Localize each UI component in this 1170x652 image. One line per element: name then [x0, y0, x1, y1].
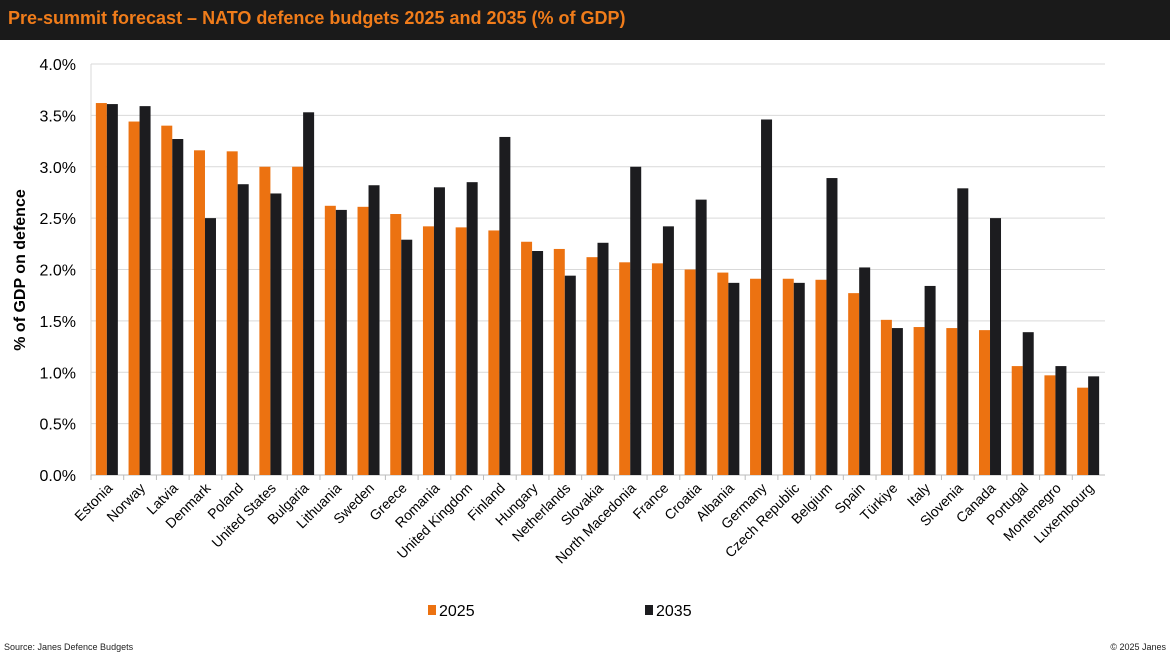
bar-2025-canada: [979, 330, 991, 475]
y-tick-label: 0.5%: [40, 417, 76, 434]
bar-2035-poland: [237, 184, 249, 475]
legend-swatch-2035: [645, 605, 653, 615]
y-tick-label: 1.5%: [40, 314, 76, 331]
y-tick-label: 1.0%: [40, 365, 76, 382]
bar-2025-north-macedonia: [619, 262, 631, 475]
bar-2035-sweden: [368, 185, 380, 475]
bar-2035-norway: [139, 106, 151, 475]
bar-2035-spain: [859, 267, 871, 475]
bar-2035-latvia: [172, 139, 184, 475]
y-tick-labels: 0.0% 0.5% 1.0% 1.5% 2.0% 2.5% 3.0% 3.5% 4.0%: [40, 57, 76, 485]
bar-2025-latvia: [161, 125, 173, 476]
y-tick-label: 2.5%: [40, 211, 76, 228]
bar-2035-france: [662, 226, 674, 475]
bar-2025-portugal: [1011, 366, 1023, 475]
bar-2025-spain: [848, 293, 860, 475]
bar-2025-united-states: [259, 166, 271, 475]
bar-2025-hungary: [521, 241, 533, 475]
bar-2035-greece: [401, 239, 413, 475]
bar-2035-montenegro: [1055, 366, 1067, 475]
bar-2035-luxembourg: [1088, 376, 1100, 475]
bar-2025-united-kingdom: [455, 227, 467, 475]
y-tick-label: 2.0%: [40, 263, 76, 280]
bar-2035-belgium: [826, 178, 838, 476]
bar-2035-czech-republic: [793, 282, 805, 475]
bar-2025-croatia: [684, 269, 696, 475]
bar-2035-lithuania: [335, 209, 347, 475]
bar-2025-bulgaria: [292, 166, 304, 475]
bar-2025-türkiye: [880, 319, 892, 475]
bar-2025-france: [651, 263, 663, 475]
y-tick-label: 3.5%: [40, 108, 76, 125]
legend-label-2035: 2035: [656, 603, 692, 620]
bar-2025-estonia: [95, 103, 107, 476]
bar-2025-norway: [128, 121, 140, 475]
bar-2035-romania: [433, 187, 445, 476]
bar-2035-albania: [728, 282, 740, 475]
bar-2025-italy: [913, 327, 925, 475]
legend-swatch-2025: [428, 605, 436, 615]
bar-2025-poland: [226, 151, 238, 475]
bar-2025-czech-republic: [782, 278, 794, 475]
bar-2035-slovenia: [957, 188, 969, 475]
bar-2025-greece: [390, 214, 402, 475]
bar-2025-sweden: [357, 206, 369, 475]
bar-2035-netherlands: [564, 275, 576, 475]
bar-2035-denmark: [204, 218, 216, 475]
bar-2025-romania: [422, 226, 434, 475]
bar-2025-belgium: [815, 279, 827, 475]
bar-2025-albania: [717, 272, 729, 475]
legend-label-2025: 2025: [439, 603, 475, 620]
bar-2035-italy: [924, 285, 936, 475]
bar-2025-lithuania: [324, 205, 336, 476]
source-note: Source: Janes Defence Budgets: [4, 642, 134, 652]
bar-2035-estonia: [106, 104, 118, 475]
bar-2035-hungary: [532, 251, 544, 475]
bar-2035-bulgaria: [303, 112, 315, 475]
y-tick-label: 4.0%: [40, 57, 76, 74]
legend: 2025 2035: [428, 603, 692, 620]
bar-2035-canada: [990, 218, 1002, 475]
bar-2025-denmark: [193, 150, 205, 475]
y-axis-label: % of GDP on defence: [12, 189, 29, 351]
bar-2035-germany: [761, 119, 773, 476]
bar-2035-portugal: [1022, 332, 1034, 475]
bar-2035-türkiye: [891, 328, 903, 475]
bar-2025-slovenia: [946, 328, 958, 475]
bar-2025-luxembourg: [1077, 387, 1089, 475]
bar-2035-united-states: [270, 193, 282, 475]
bar-2035-slovakia: [597, 242, 609, 475]
bar-2025-germany: [750, 278, 762, 475]
chart-title: Pre-summit forecast – NATO defence budge…: [8, 8, 626, 28]
bar-2025-netherlands: [553, 248, 565, 475]
y-tick-label: 3.0%: [40, 160, 76, 177]
x-tick-label: Türkiye: [857, 480, 901, 524]
bar-2025-finland: [488, 230, 500, 475]
bar-2035-croatia: [695, 199, 707, 475]
bar-2025-slovakia: [586, 257, 598, 475]
bar-2035-finland: [499, 136, 511, 475]
bar-2035-north-macedonia: [630, 166, 642, 475]
bar-2025-montenegro: [1044, 375, 1056, 475]
bars: [95, 103, 1100, 476]
y-tick-label: 0.0%: [40, 468, 76, 485]
copyright: © 2025 Janes: [1110, 642, 1166, 652]
bar-2035-united-kingdom: [466, 182, 478, 475]
title-bar: Pre-summit forecast – NATO defence budge…: [0, 0, 1170, 40]
